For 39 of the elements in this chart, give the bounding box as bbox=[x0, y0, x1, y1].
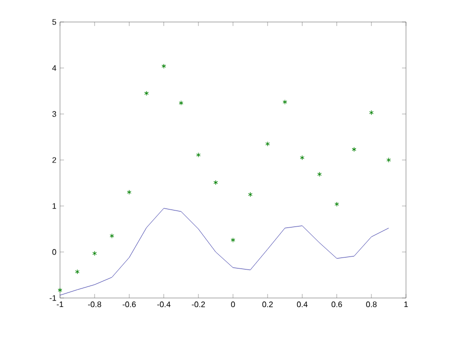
x-tick-label: -0.2 bbox=[192, 302, 205, 308]
y-tick-label: 4 bbox=[52, 65, 56, 71]
point bbox=[265, 141, 270, 146]
x-tick-label: 0.6 bbox=[332, 302, 342, 308]
point bbox=[282, 100, 288, 105]
x-tick-label: 0.8 bbox=[366, 302, 377, 308]
point bbox=[178, 100, 184, 106]
y-tick-label: 2 bbox=[52, 157, 56, 163]
x-tick-label: 1 bbox=[404, 302, 408, 308]
point bbox=[230, 238, 236, 243]
point bbox=[213, 180, 218, 186]
point bbox=[162, 64, 166, 69]
x-tick-label: -0.4 bbox=[157, 302, 170, 308]
x-tick-label: -1 bbox=[56, 302, 64, 308]
point bbox=[75, 269, 80, 274]
point bbox=[58, 288, 62, 293]
point bbox=[92, 250, 97, 256]
point bbox=[196, 152, 201, 158]
point bbox=[110, 233, 114, 238]
point bbox=[248, 192, 253, 197]
point bbox=[317, 172, 322, 177]
point bbox=[369, 110, 374, 116]
y-tick-label: 0 bbox=[52, 249, 56, 255]
x-tick-label: -0.6 bbox=[122, 302, 136, 308]
point bbox=[334, 202, 339, 207]
y-tick-label: -1 bbox=[50, 295, 56, 301]
point bbox=[300, 155, 304, 160]
y-tick-label: 1 bbox=[52, 203, 56, 209]
y-tick-label: 3 bbox=[52, 111, 56, 117]
x-tick-label: 0.2 bbox=[262, 302, 273, 308]
x-tick-label: -0.8 bbox=[88, 302, 102, 308]
point bbox=[386, 157, 391, 162]
y-tick-label: 5 bbox=[52, 19, 56, 25]
point bbox=[352, 146, 356, 152]
point bbox=[144, 90, 149, 96]
line-series bbox=[60, 208, 389, 296]
x-tick-label: 0 bbox=[231, 302, 235, 308]
point bbox=[127, 190, 132, 195]
x-tick-label: 0.4 bbox=[296, 302, 308, 308]
